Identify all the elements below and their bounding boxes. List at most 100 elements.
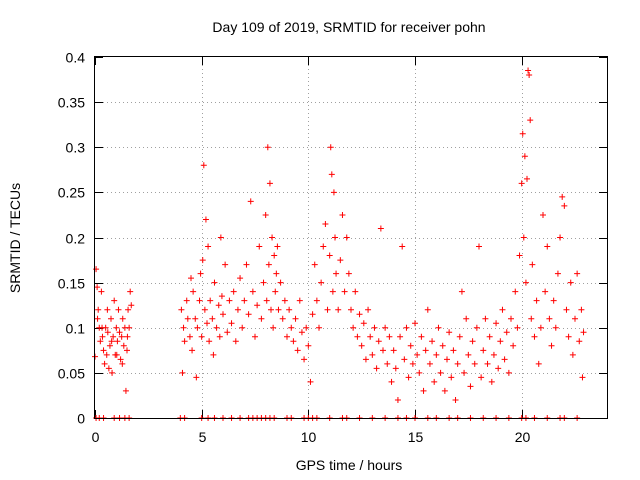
y-tick-label: 0.1 xyxy=(66,321,86,337)
data-point xyxy=(463,315,470,322)
data-point xyxy=(128,302,135,309)
data-point xyxy=(216,333,223,340)
data-point xyxy=(437,369,444,376)
data-point xyxy=(210,351,217,358)
data-point xyxy=(490,351,497,358)
data-point xyxy=(394,396,401,403)
data-point xyxy=(94,284,101,291)
data-point xyxy=(268,306,274,313)
data-point xyxy=(537,324,544,331)
data-point xyxy=(330,189,337,196)
data-points xyxy=(92,67,587,421)
data-point xyxy=(480,347,487,354)
data-point xyxy=(296,297,303,304)
data-point xyxy=(286,306,293,313)
data-point xyxy=(382,324,389,331)
data-point xyxy=(482,315,489,322)
data-point xyxy=(188,275,194,282)
data-point xyxy=(237,275,244,282)
data-point xyxy=(245,311,252,318)
data-point xyxy=(183,297,190,304)
data-point xyxy=(256,243,263,250)
data-point xyxy=(461,369,468,376)
data-point xyxy=(117,356,124,363)
data-point xyxy=(298,329,305,336)
data-point xyxy=(272,288,279,295)
data-point xyxy=(495,365,502,372)
data-point xyxy=(103,351,110,358)
data-point xyxy=(333,270,340,277)
data-point xyxy=(271,252,278,259)
data-point xyxy=(565,333,572,340)
data-point xyxy=(525,67,532,74)
data-point xyxy=(232,338,239,345)
data-point xyxy=(120,342,127,349)
data-point xyxy=(524,175,530,182)
data-point xyxy=(579,374,586,381)
data-point xyxy=(269,234,276,241)
data-point xyxy=(263,297,270,304)
data-point xyxy=(439,342,446,349)
data-point xyxy=(550,297,557,304)
data-point xyxy=(354,333,361,340)
data-point xyxy=(384,360,391,367)
data-point xyxy=(290,338,297,345)
data-point xyxy=(544,243,551,250)
y-tick-label: 0.3 xyxy=(66,140,86,156)
data-point xyxy=(179,369,186,376)
data-point xyxy=(273,270,280,277)
data-point xyxy=(501,356,508,363)
data-point xyxy=(456,333,463,340)
data-point xyxy=(450,347,457,354)
data-point xyxy=(122,387,129,394)
data-point xyxy=(414,351,421,358)
data-point xyxy=(309,311,316,318)
data-point xyxy=(444,356,450,363)
data-point xyxy=(316,324,322,331)
data-point xyxy=(375,338,382,345)
data-point xyxy=(197,270,204,277)
data-point xyxy=(292,315,299,322)
data-point xyxy=(126,324,133,331)
data-point xyxy=(181,338,188,345)
data-point xyxy=(220,311,226,318)
data-point xyxy=(104,329,111,336)
data-point xyxy=(567,279,574,286)
data-point xyxy=(542,288,549,295)
data-point xyxy=(339,211,346,218)
x-tick-label: 5 xyxy=(199,429,207,445)
data-point xyxy=(435,324,442,331)
y-axis-label: SRMTID / TECUs xyxy=(7,183,23,293)
data-point xyxy=(365,306,372,313)
data-point xyxy=(264,144,271,151)
x-axis-label: GPS time / hours xyxy=(296,457,403,473)
data-point xyxy=(328,171,335,178)
data-point xyxy=(446,329,453,336)
data-point xyxy=(110,333,117,340)
x-tick-label: 0 xyxy=(92,429,100,445)
data-point xyxy=(249,288,256,295)
data-point xyxy=(184,315,191,322)
data-point xyxy=(488,378,495,385)
data-point xyxy=(311,261,318,268)
data-point xyxy=(95,306,102,313)
data-point xyxy=(301,356,308,363)
data-point xyxy=(209,315,216,322)
data-point xyxy=(380,347,386,354)
data-point xyxy=(405,374,412,381)
data-point xyxy=(399,243,406,250)
data-point xyxy=(199,257,206,264)
data-point xyxy=(198,333,205,340)
data-point xyxy=(526,72,533,79)
data-point xyxy=(574,270,581,277)
data-point xyxy=(113,351,120,358)
data-point xyxy=(486,333,493,340)
data-point xyxy=(275,306,282,313)
data-point xyxy=(522,279,529,286)
data-point xyxy=(356,311,363,318)
data-point xyxy=(218,293,225,300)
data-point xyxy=(478,374,485,381)
data-point xyxy=(576,338,583,345)
data-point xyxy=(207,297,214,304)
